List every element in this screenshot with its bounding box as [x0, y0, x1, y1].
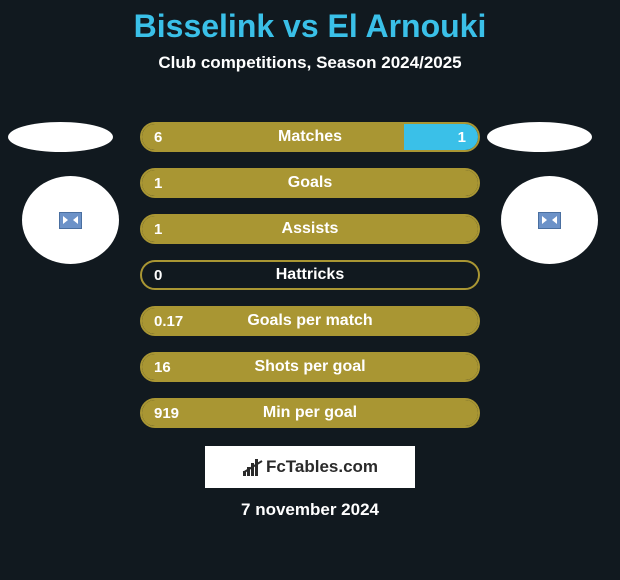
player-left-badge-placeholder — [59, 212, 82, 229]
player-left-disc-small — [8, 122, 113, 152]
date-text: 7 november 2024 — [0, 500, 620, 520]
stat-bar-label: Shots per goal — [142, 354, 478, 380]
stat-bar: 0.17Goals per match — [140, 306, 480, 336]
stat-bar-label: Assists — [142, 216, 478, 242]
stat-bar-label: Matches — [142, 124, 478, 150]
brand-text: FcTables.com — [266, 457, 378, 477]
stat-bar-label: Min per goal — [142, 400, 478, 426]
page-title: Bisselink vs El Arnouki — [0, 0, 620, 45]
player-right-badge-placeholder — [538, 212, 561, 229]
stat-bar: 0Hattricks — [140, 260, 480, 290]
stat-bar: 1Assists — [140, 214, 480, 244]
stat-bar: 16Shots per goal — [140, 352, 480, 382]
player-right-disc-large — [501, 176, 598, 264]
stat-bar: 1Goals — [140, 168, 480, 198]
stat-bar: 61Matches — [140, 122, 480, 152]
player-left-disc-large — [22, 176, 119, 264]
stat-bar: 919Min per goal — [140, 398, 480, 428]
stat-bar-label: Goals per match — [142, 308, 478, 334]
stat-bar-label: Hattricks — [142, 262, 478, 288]
brand-badge: FcTables.com — [205, 446, 415, 488]
page-subtitle: Club competitions, Season 2024/2025 — [0, 53, 620, 73]
player-right-disc-small — [487, 122, 592, 152]
brand-chart-icon — [242, 458, 262, 476]
stats-bars: 61Matches 1Goals 1Assists 0Hattricks 0.17Goa… — [140, 122, 480, 444]
stat-bar-label: Goals — [142, 170, 478, 196]
